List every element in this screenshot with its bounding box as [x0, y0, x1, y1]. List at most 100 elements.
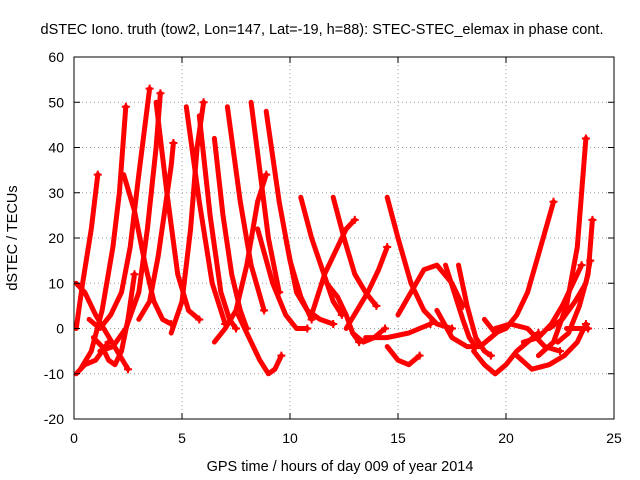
series-sat-o	[224, 104, 269, 315]
series-line	[136, 140, 176, 322]
x-tick-label: 10	[282, 430, 298, 446]
axis-ticks: 0 5 10 15 20 25 -20 -10 0 10 20 30 40 50 60	[44, 49, 622, 446]
series-sat-u	[283, 235, 338, 328]
series-line	[97, 90, 163, 354]
series-line	[520, 262, 585, 345]
series-line	[235, 312, 284, 377]
series-line	[73, 172, 101, 331]
series-sat-z	[343, 243, 392, 331]
series-line	[343, 244, 390, 331]
data-series	[73, 84, 597, 377]
series-sat-ag	[443, 262, 480, 351]
series-sat-g	[97, 89, 165, 354]
series-sat-i	[136, 138, 178, 322]
data-point-marker	[350, 215, 359, 224]
data-point-marker	[145, 84, 154, 93]
data-point-marker	[584, 324, 593, 333]
series-sat-c	[73, 170, 102, 331]
x-tick-label: 20	[498, 430, 514, 446]
data-point-marker	[381, 324, 390, 333]
data-point-marker	[156, 89, 165, 98]
series-line	[211, 135, 250, 331]
series-sat-d	[78, 102, 130, 372]
series-line	[443, 262, 479, 350]
data-point-marker	[588, 215, 597, 224]
series-line	[121, 172, 174, 327]
data-point-marker	[195, 315, 204, 324]
series-line	[481, 199, 556, 336]
series-sat-y	[330, 194, 381, 310]
series-line	[298, 194, 345, 318]
series-line	[384, 344, 423, 368]
series-line	[211, 172, 269, 345]
series-line	[78, 104, 129, 372]
series-line	[456, 262, 494, 359]
x-tick-label: 25	[606, 430, 622, 446]
series-sat-p	[211, 170, 271, 345]
series-sat-ae	[363, 319, 435, 341]
data-point-marker	[471, 342, 480, 351]
series-line	[183, 104, 228, 327]
series-line	[555, 217, 595, 345]
data-point-marker	[199, 98, 208, 107]
series-line	[86, 86, 153, 331]
series-line	[514, 321, 589, 372]
y-tick-label: -20	[44, 411, 64, 427]
y-tick-label: 40	[48, 140, 64, 156]
data-point-marker	[232, 324, 240, 333]
series-line	[283, 235, 336, 327]
data-point-marker	[277, 351, 286, 360]
series-line	[363, 321, 433, 341]
series-line	[255, 226, 310, 331]
y-axis-title: dSTEC / TECUs	[5, 185, 21, 290]
series-line	[224, 104, 267, 313]
data-point-marker	[260, 306, 269, 315]
data-point-marker	[383, 243, 392, 252]
data-point-marker	[549, 197, 558, 206]
x-axis-title: GPS time / hours of day 009 of year 2014	[207, 459, 474, 475]
series-sat-ap	[555, 215, 597, 345]
series-line	[248, 99, 282, 295]
data-point-marker	[577, 261, 586, 270]
series-sat-e	[86, 84, 154, 331]
y-tick-label: 50	[48, 94, 64, 110]
y-tick-label: -10	[44, 366, 64, 382]
series-sat-w	[309, 215, 359, 318]
data-point-marker	[556, 347, 564, 356]
series-line	[153, 99, 202, 322]
data-point-marker	[169, 138, 178, 147]
y-tick-label: 0	[56, 321, 64, 337]
data-point-marker	[121, 102, 130, 111]
data-point-marker	[426, 319, 435, 328]
data-point-marker	[93, 170, 102, 179]
series-sat-r	[235, 312, 286, 377]
x-tick-label: 5	[178, 430, 186, 446]
data-point-marker	[303, 324, 312, 333]
series-sat-ac	[384, 344, 424, 368]
data-point-marker	[372, 301, 381, 310]
data-point-marker	[329, 319, 338, 328]
data-point-marker	[262, 170, 271, 179]
data-point-marker	[581, 134, 590, 143]
x-tick-label: 15	[390, 430, 406, 446]
data-point-marker	[124, 365, 132, 374]
y-tick-label: 20	[48, 230, 64, 246]
series-sat-an	[535, 134, 590, 359]
chart-title: dSTEC Iono. truth (tow2, Lon=147, Lat=-1…	[41, 22, 604, 38]
y-tick-label: 30	[48, 185, 64, 201]
series-sat-aq	[564, 324, 593, 333]
y-tick-label: 10	[48, 275, 64, 291]
data-point-marker	[130, 270, 139, 279]
data-point-marker	[486, 351, 495, 360]
series-sat-aj	[481, 197, 558, 336]
series-sat-ah	[456, 262, 495, 360]
series-sat-j	[153, 99, 204, 324]
series-line	[384, 194, 455, 331]
y-tick-label: 60	[48, 49, 64, 65]
series-line	[535, 135, 589, 359]
series-line	[330, 194, 379, 309]
x-tick-label: 0	[70, 430, 78, 446]
series-sat-am	[520, 261, 586, 345]
series-sat-s	[255, 226, 312, 333]
